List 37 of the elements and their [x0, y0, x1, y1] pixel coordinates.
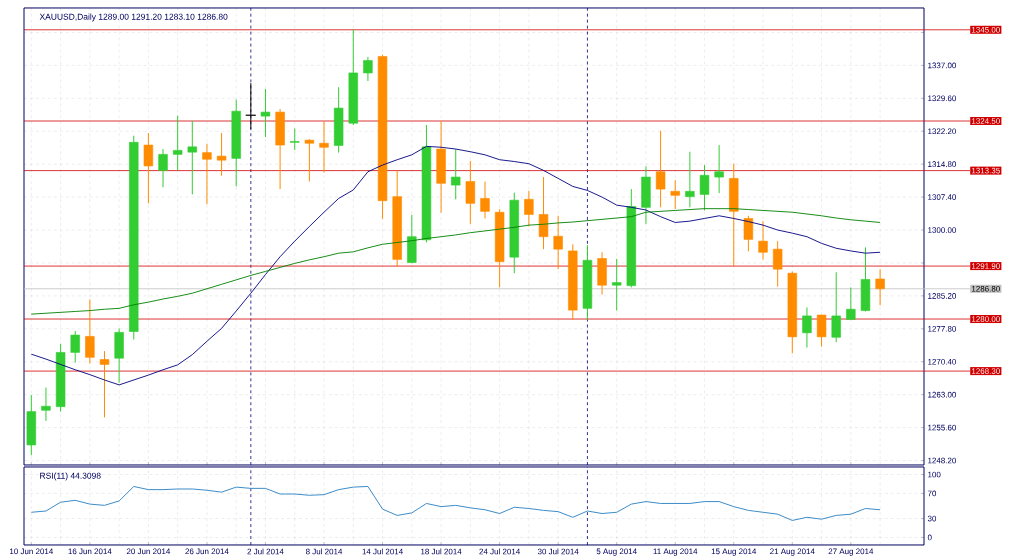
candlestick	[143, 132, 154, 204]
candlestick	[538, 176, 549, 250]
candlestick	[172, 115, 183, 171]
candlestick	[465, 160, 476, 225]
candlestick	[260, 88, 271, 138]
candlestick	[480, 181, 490, 219]
candlestick	[202, 143, 212, 205]
candlestick	[831, 271, 841, 343]
candlestick	[699, 164, 710, 211]
candlestick	[524, 190, 534, 227]
candlestick	[685, 151, 695, 208]
text: XAUUSD,Daily 1289.00 1291.20 1283.10 1286.80	[39, 13, 228, 22]
text: RSI(11) 44.3098	[40, 472, 101, 481]
candlestick	[41, 387, 51, 422]
candlestick	[612, 258, 622, 312]
candlestick	[802, 306, 812, 349]
candlestick	[85, 298, 95, 365]
candlestick	[553, 215, 563, 270]
candlestick	[319, 120, 329, 174]
candlestick	[304, 138, 315, 183]
candlestick	[846, 286, 856, 321]
candlestick	[670, 179, 680, 210]
candlestick	[158, 148, 168, 188]
candlestick	[772, 240, 783, 288]
candlestick	[70, 330, 80, 364]
candlestick	[655, 130, 666, 208]
candlestick	[714, 144, 724, 194]
candlestick	[216, 132, 227, 177]
candlestick	[758, 220, 768, 260]
candlestick	[363, 56, 373, 82]
candlestick	[187, 120, 197, 195]
candlestick	[875, 268, 885, 306]
candlestick	[99, 350, 110, 418]
candlestick	[290, 128, 300, 151]
candlestick	[743, 215, 754, 252]
candlestick	[816, 314, 827, 348]
candlestick	[451, 148, 461, 200]
